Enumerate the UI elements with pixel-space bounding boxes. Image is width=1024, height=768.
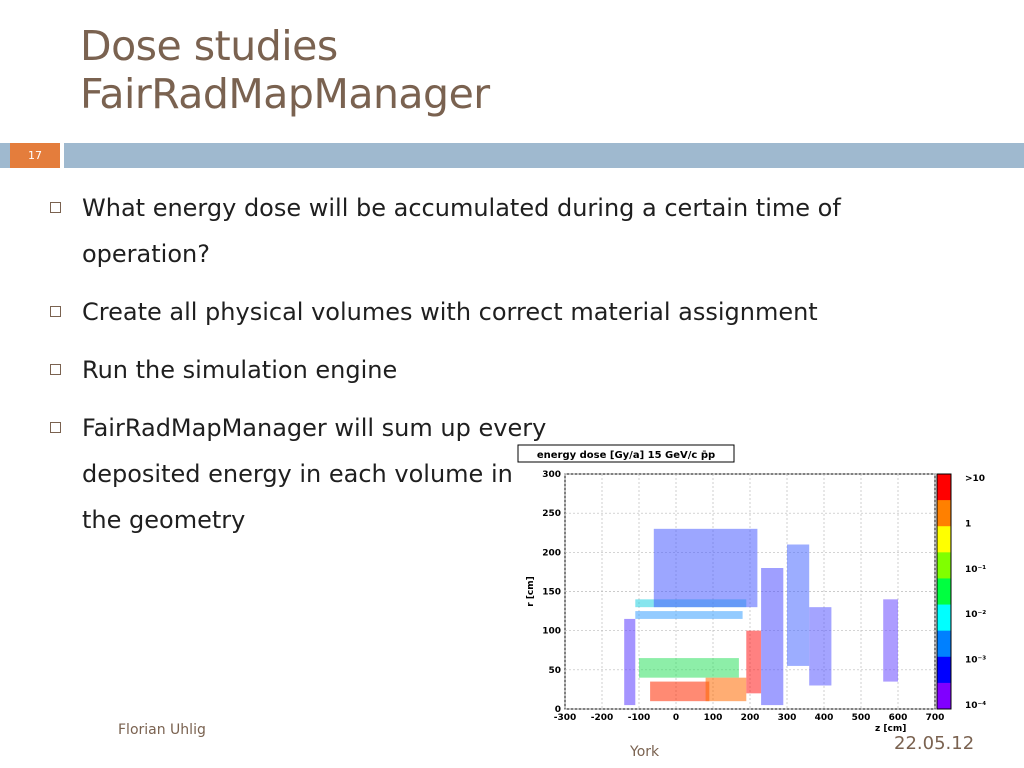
slide-number: 17 xyxy=(10,143,60,168)
y-axis-label: r [cm] xyxy=(526,576,536,607)
chart-title: energy dose [Gy/a] 15 GeV/c p̄p xyxy=(537,450,715,461)
bullet-item: Create all physical volumes with correct… xyxy=(50,289,970,335)
footer-date: 22.05.12 xyxy=(894,733,975,754)
bullet-item: Run the simulation engine xyxy=(50,347,970,393)
x-tick-label: 500 xyxy=(852,713,871,723)
colorbar-label: 10⁻³ xyxy=(965,656,986,666)
footer-author: Florian Uhlig xyxy=(118,722,206,738)
header-bar xyxy=(64,143,1024,168)
colorbar-segment xyxy=(937,630,951,658)
x-tick-label: 700 xyxy=(926,713,945,723)
x-tick-label: 400 xyxy=(815,713,834,723)
far-forward-shape xyxy=(883,599,898,682)
outer-halo xyxy=(653,528,758,608)
y-tick-label: 0 xyxy=(555,705,561,715)
x-tick-label: 0 xyxy=(673,713,679,723)
x-tick-label: -300 xyxy=(554,713,577,723)
footer-location: York xyxy=(630,744,660,760)
x-tick-label: 100 xyxy=(704,713,723,723)
inner-left-shape xyxy=(624,618,636,706)
colorbar-label: 10⁻⁴ xyxy=(965,701,986,711)
dipole-shape xyxy=(809,607,832,686)
colorbar-frame xyxy=(936,473,952,710)
bullet-text: FairRadMapManager will sum up every depo… xyxy=(82,414,547,534)
tracker-upper-band xyxy=(635,611,743,619)
bullet-marker-icon xyxy=(50,422,61,433)
chart-title-box xyxy=(517,444,735,463)
y-tick-label: 50 xyxy=(548,666,561,676)
bullet-text: What energy dose will be accumulated dur… xyxy=(82,194,841,268)
y-tick-label: 150 xyxy=(542,588,561,598)
colorbar-label: >10 xyxy=(965,474,985,484)
colorbar-segment xyxy=(937,526,951,553)
x-tick-label: -200 xyxy=(591,713,614,723)
x-axis-label: z [cm] xyxy=(875,724,906,734)
y-tick-label: 100 xyxy=(542,627,561,637)
x-tick-label: 200 xyxy=(741,713,760,723)
bullet-marker-icon xyxy=(50,306,61,317)
title-line-2: FairRadMapManager xyxy=(80,70,490,118)
beampipe-region xyxy=(650,681,710,702)
bullet-list: What energy dose will be accumulated dur… xyxy=(50,185,970,555)
header-bar-left xyxy=(0,143,10,168)
colorbar-segment xyxy=(937,604,951,632)
bullet-item: What energy dose will be accumulated dur… xyxy=(50,185,952,277)
muon-filter-shape xyxy=(787,544,810,666)
bullet-text: Create all physical volumes with correct… xyxy=(82,298,818,326)
slide-title: Dose studies FairRadMapManager xyxy=(80,22,490,118)
y-tick-label: 200 xyxy=(542,548,561,558)
colorbar-segment xyxy=(937,474,951,501)
x-tick-label: 600 xyxy=(889,713,908,723)
title-line-1: Dose studies xyxy=(80,22,338,70)
x-tick-label: 300 xyxy=(778,713,797,723)
colorbar-segment xyxy=(937,578,951,606)
colorbar-segment xyxy=(937,552,951,579)
colorbar-segment xyxy=(937,656,951,684)
target-region xyxy=(705,677,747,702)
x-tick-label: -100 xyxy=(628,713,651,723)
colorbar-label: 10⁻¹ xyxy=(965,565,986,575)
bullet-marker-icon xyxy=(50,364,61,375)
y-tick-label: 300 xyxy=(542,470,561,480)
y-tick-label: 250 xyxy=(542,509,561,519)
dose-heatmap-chart: energy dose [Gy/a] 15 GeV/c p̄p -300 -200 -… xyxy=(517,444,986,734)
calorimeter-shape xyxy=(639,658,739,678)
forward-disk xyxy=(746,630,762,694)
colorbar-label: 10⁻² xyxy=(965,610,986,620)
colorbar-segment xyxy=(937,682,951,710)
bullet-marker-icon xyxy=(50,202,61,213)
bullet-text: Run the simulation engine xyxy=(82,356,398,384)
colorbar-segment xyxy=(937,500,951,527)
forward-spectrometer-shape xyxy=(761,568,784,706)
bullet-item: FairRadMapManager will sum up every depo… xyxy=(50,405,552,543)
colorbar-label: 1 xyxy=(965,519,971,529)
